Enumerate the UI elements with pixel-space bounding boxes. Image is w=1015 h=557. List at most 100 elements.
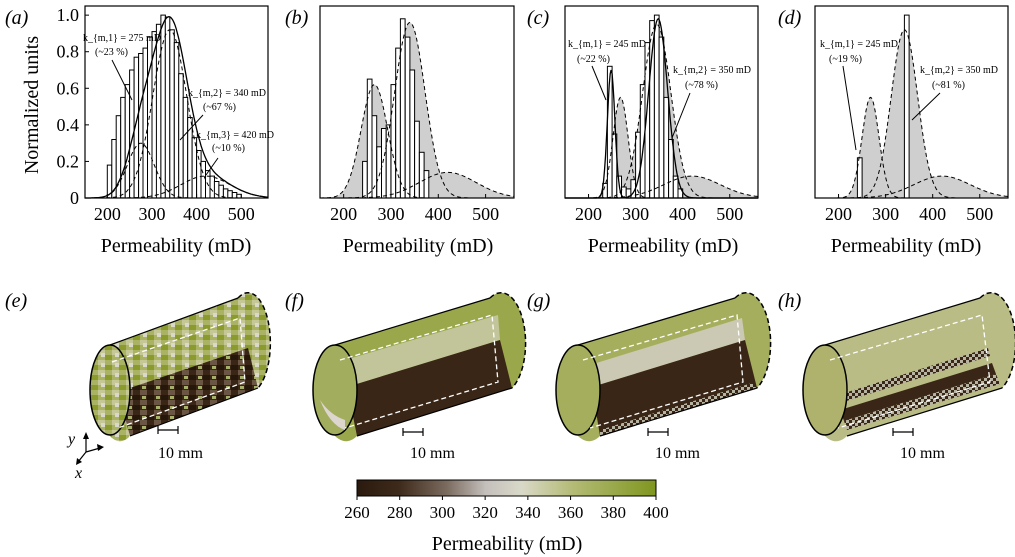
colorbar-tick-label: 380 [601,503,627,522]
scale-bar-e: 10 mm [157,426,203,462]
triad-x-arrowhead [76,458,82,465]
cylinder-e-back-face [237,291,272,389]
annotation-d-km2-pct: (~81 %) [932,80,965,91]
histogram-bar [191,137,198,199]
cylinder-h-dark-strip [840,363,996,421]
scale-bar-e-line [157,426,179,434]
histogram-panel-d: 200 300 400 500 [814,5,1009,224]
cylinder-f-slice-outline [339,314,499,429]
scale-label-g: 10 mm [655,445,700,462]
histogram-bar [178,73,184,199]
x-tick-label: 400 [425,204,452,224]
histogram-bar [376,146,382,199]
histogram-bar [120,96,126,199]
annotations-c: k_{m,1} = 245 mD (~22 %) k_{m,2} = 350 m… [568,39,751,139]
annotation-a-km3-pct: (~10 %) [212,143,245,154]
histogram-bar [390,84,397,199]
fit-fill-3-0 [815,97,1008,198]
scale-bar-h: 10 mm [892,428,945,462]
scale-label-e: 10 mm [158,445,203,462]
histogram-bar [200,160,206,199]
annotation-c-km2: k_{m,2} = 350 mD [673,65,751,76]
annotation-a-km2-pct: (~67 %) [203,102,236,113]
y-tick-label: 0.8 [57,42,80,62]
panel-label-b: (b) [285,7,309,29]
fit-curve-2-2 [565,175,759,199]
scale-bar-f-line [402,428,424,436]
x-tick-label: 500 [472,204,499,224]
x-tick-label: 500 [228,204,255,224]
cylinder-f-light-band [345,315,500,387]
scale-label-f: 10 mm [410,445,455,462]
y-axis-label: Normalized units [21,36,43,175]
histogram-bar [124,84,131,199]
y-tick-label: 0.4 [57,115,80,135]
x-axis-label-b: Permeability (mD) [343,235,494,257]
histogram-bar [142,47,148,199]
x-axis-label-c: Permeability (mD) [588,235,739,257]
histogram-bar [668,139,674,199]
colorbar-tick-label: 260 [344,503,370,522]
cylinder-e-slice-outline [111,317,246,429]
x-tick-label: 500 [716,204,743,224]
cylinder-h-bottom-edge [846,387,1003,437]
cylinder-h-checker-strip-upper [838,348,990,403]
annotation-a-km1-arrow [111,59,133,101]
cylinder-e-top-edge [109,297,239,346]
histogram-bar [218,184,224,199]
scale-label-h: 10 mm [900,445,945,462]
annotation-d-km2-arrow [911,92,941,121]
colorbar-gradient [356,479,657,497]
panel-label-e: (e) [5,290,28,312]
cylinder-f [312,291,527,442]
panel-label-c: (c) [527,7,550,29]
fit-curve-0-3 [85,16,268,199]
histogram-bar [371,115,378,199]
fit-curve-1-0 [320,84,514,199]
histogram-bar [404,36,411,199]
x-tick-label: 200 [330,204,357,224]
y-tick-label: 0 [70,188,79,208]
colorbar: 260 280 300 320 340 360 380 400 Permeability (m… [344,479,669,555]
cylinder-g-dark-region [592,340,757,436]
annotation-a-km2: k_{m,2} = 340 mD [188,88,266,99]
panel-label-g: (g) [527,290,551,312]
cylinder-h-slice-outline [829,314,991,429]
annotation-c-km1: k_{m,1} = 245 mD [568,39,646,50]
cylinder-h-front-face [802,344,848,436]
colorbar-tick-label: 360 [558,503,584,522]
annotation-a-km2-arrow [179,114,204,141]
cylinder-h-back-face [979,291,1015,389]
triad-z-axis [85,447,101,453]
scale-bar-f: 10 mm [402,428,455,462]
fit-curve-3-2 [815,175,1009,199]
x-tick-label: 300 [622,204,649,224]
cylinder-e-dark-region [118,348,258,436]
histogram-bar [658,36,665,199]
colorbar-tick-label: 320 [472,503,498,522]
plot-frame [319,5,515,199]
triad-y-label: y [66,431,76,448]
cylinder-g-slice-outline [582,314,744,429]
x-tick-label: 400 [919,204,946,224]
histogram-panel-a: 200 300 400 500 0 0.2 0.4 0.6 0.8 1.0 [57,5,269,224]
cylinder-h-top-edge [824,297,981,346]
annotations-d: k_{m,1} = 245 mD (~19 %) k_{m,2} = 350 m… [820,39,998,151]
histogram-bar [649,20,655,199]
colorbar-label: Permeability (mD) [432,533,583,555]
cylinder-f-back-face [489,291,527,389]
panel-label-d: (d) [778,7,802,29]
annotation-a-km3: k_{m,3} = 420 mD [196,130,274,141]
histogram-bar [409,69,416,199]
histogram-bar [903,14,910,199]
annotations-a: k_{m,1} = 275 mD (~23 %) k_{m,2} = 340 m… [83,33,274,176]
cylinder-e-bottom-edge [129,387,259,437]
colorbar-tick-label: 400 [643,503,669,522]
plot-frame [564,5,759,199]
x-tick-label: 200 [825,204,852,224]
x-axis-label-a: Permeability (mD) [101,235,252,257]
annotation-a-km1: k_{m,1} = 275 mD [83,33,161,44]
histogram-bar [653,14,660,199]
cylinder-f-face-patch [320,400,345,430]
x-tick-label: 200 [94,204,121,224]
